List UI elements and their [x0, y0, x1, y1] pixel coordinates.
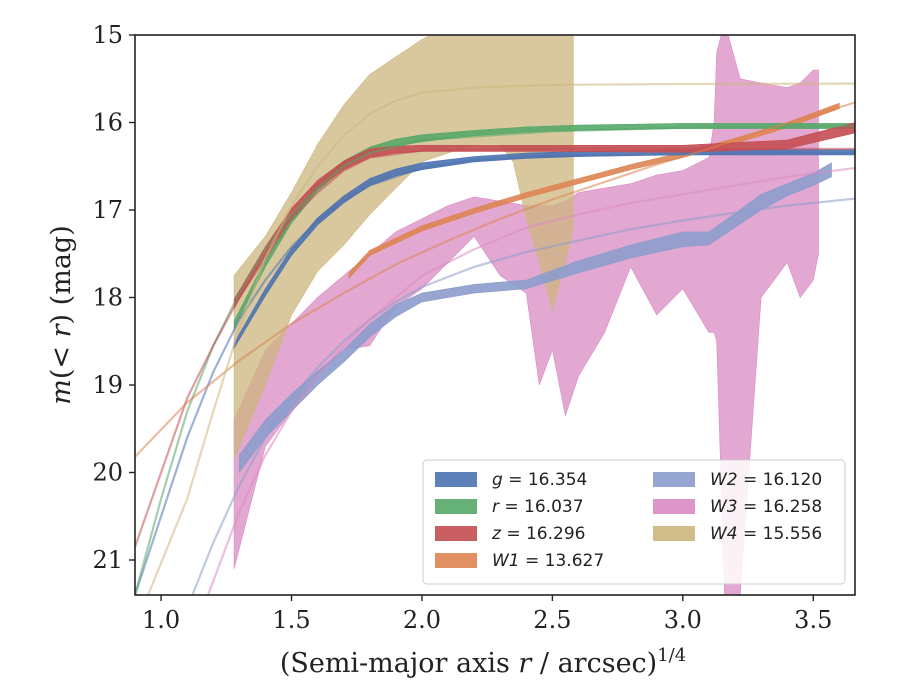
- legend-swatch-g: [435, 472, 477, 487]
- fit-line-W1: [135, 101, 855, 458]
- y-axis-label-m: m: [46, 379, 77, 405]
- x-axis-label-exponent: 1/4: [657, 645, 686, 666]
- band-W2: [239, 162, 832, 474]
- legend-swatch-W3: [653, 499, 695, 514]
- legend-label-g: g = 16.354: [492, 470, 587, 490]
- band-g: [233, 149, 855, 350]
- fit-line-z: [135, 147, 855, 548]
- y-axis-label-var: r: [46, 322, 77, 337]
- legend-label-W2: W2 = 16.120: [710, 470, 822, 490]
- legend-label-r: r = 16.037: [492, 497, 584, 517]
- y-tick-label: 20: [92, 459, 123, 487]
- plot-area: [135, 35, 855, 595]
- y-tick-label: 18: [92, 284, 123, 312]
- y-tick-label: 17: [92, 196, 123, 224]
- legend-swatch-W4: [653, 526, 695, 541]
- legend-swatch-W2: [653, 472, 695, 487]
- fit-lines-layer: [135, 82, 855, 595]
- fit-line-W4: [146, 82, 855, 595]
- x-tick-label: 2.0: [403, 606, 441, 634]
- legend-swatch-z: [435, 526, 477, 541]
- fit-line-W2: [191, 197, 855, 595]
- x-tick-label: 3.0: [664, 606, 702, 634]
- y-tick-label: 15: [92, 21, 123, 49]
- legend-label-W3: W3 = 16.258: [710, 497, 822, 517]
- y-axis-ticks: 15 16 17 18 19 20 21: [92, 21, 135, 574]
- y-axis-label: m(< r) (mag): [46, 225, 77, 404]
- fit-line-g: [135, 152, 855, 595]
- y-axis-label-unit: ) (mag): [46, 225, 77, 324]
- x-axis-label-main: (Semi-major axis: [280, 648, 519, 679]
- legend-swatch-W1: [435, 553, 477, 568]
- x-tick-label: 3.5: [794, 606, 832, 634]
- legend-label-W4: W4 = 15.556: [710, 524, 822, 544]
- band-W4: [233, 35, 574, 460]
- x-tick-label: 1.0: [142, 606, 180, 634]
- x-axis-label-unit: / arcsec): [531, 648, 657, 679]
- plot-frame: [134, 34, 856, 596]
- legend-label-z: z = 16.296: [491, 524, 585, 544]
- y-tick-label: 19: [92, 371, 123, 399]
- legend: g = 16.354 r = 16.037 z = 16.296 W1 = 13.62…: [422, 459, 846, 585]
- y-axis-label-open: (<: [46, 337, 77, 379]
- fit-line-W3: [206, 166, 855, 595]
- legend-label-W1: W1 = 13.627: [492, 551, 604, 571]
- y-tick-label: 21: [92, 546, 123, 574]
- y-tick-label: 16: [92, 109, 123, 137]
- x-axis-label: (Semi-major axis r / arcsec)1/4: [280, 645, 686, 679]
- x-tick-label: 1.5: [272, 606, 310, 634]
- legend-box: [422, 459, 846, 585]
- x-axis-ticks: 1.0 1.5 2.0 2.5 3.0 3.5: [142, 595, 832, 634]
- x-tick-label: 2.5: [533, 606, 571, 634]
- legend-swatch-r: [435, 499, 477, 514]
- x-axis-label-var: r: [518, 648, 533, 679]
